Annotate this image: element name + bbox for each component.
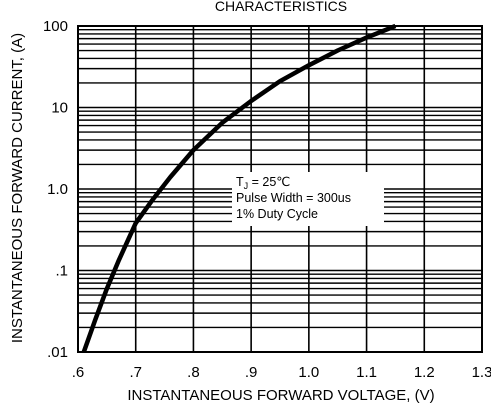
- forward-current-curve: [81, 23, 397, 353]
- annotation-box: [232, 172, 384, 226]
- x-tick-label: .7: [129, 364, 142, 381]
- y-tick-labels: .01 .1 1.0 10 100: [43, 18, 68, 361]
- x-tick-label: .8: [187, 364, 200, 381]
- y-tick-label: 100: [43, 18, 68, 35]
- x-tick-labels: .6 .7 .8 .9 1.0 1.1 1.2 1.3: [72, 364, 491, 381]
- y-tick-label: 1.0: [47, 181, 68, 198]
- plot-frame: [77, 25, 483, 353]
- y-tick-label: 10: [51, 100, 68, 117]
- annotation-tj-value: = 25℃: [248, 175, 290, 189]
- annotation-tj-label: T: [236, 175, 244, 189]
- x-axis-label: INSTANTANEOUS FORWARD VOLTAGE, (V): [127, 387, 434, 404]
- y-tick-label: .01: [47, 344, 68, 361]
- x-tick-label: .9: [245, 364, 258, 381]
- annotation-duty-cycle: 1% Duty Cycle: [236, 207, 318, 221]
- annotation-tj-subscript: J: [244, 181, 249, 191]
- annotation-tj: TJ = 25℃: [236, 175, 290, 191]
- x-tick-label: 1.3: [472, 364, 491, 381]
- x-tick-label: 1.1: [356, 364, 377, 381]
- chart-title: CHARACTERISTICS: [215, 0, 347, 14]
- x-tick-label: 1.0: [298, 364, 319, 381]
- x-tick-label: .6: [72, 364, 85, 381]
- y-tick-label: .1: [55, 263, 68, 280]
- annotation-pulse-width: Pulse Width = 300us: [236, 191, 351, 205]
- y-axis-label: INSTANTANEOUS FORWARD CURRENT, (A): [9, 33, 26, 343]
- x-tick-label: 1.2: [414, 364, 435, 381]
